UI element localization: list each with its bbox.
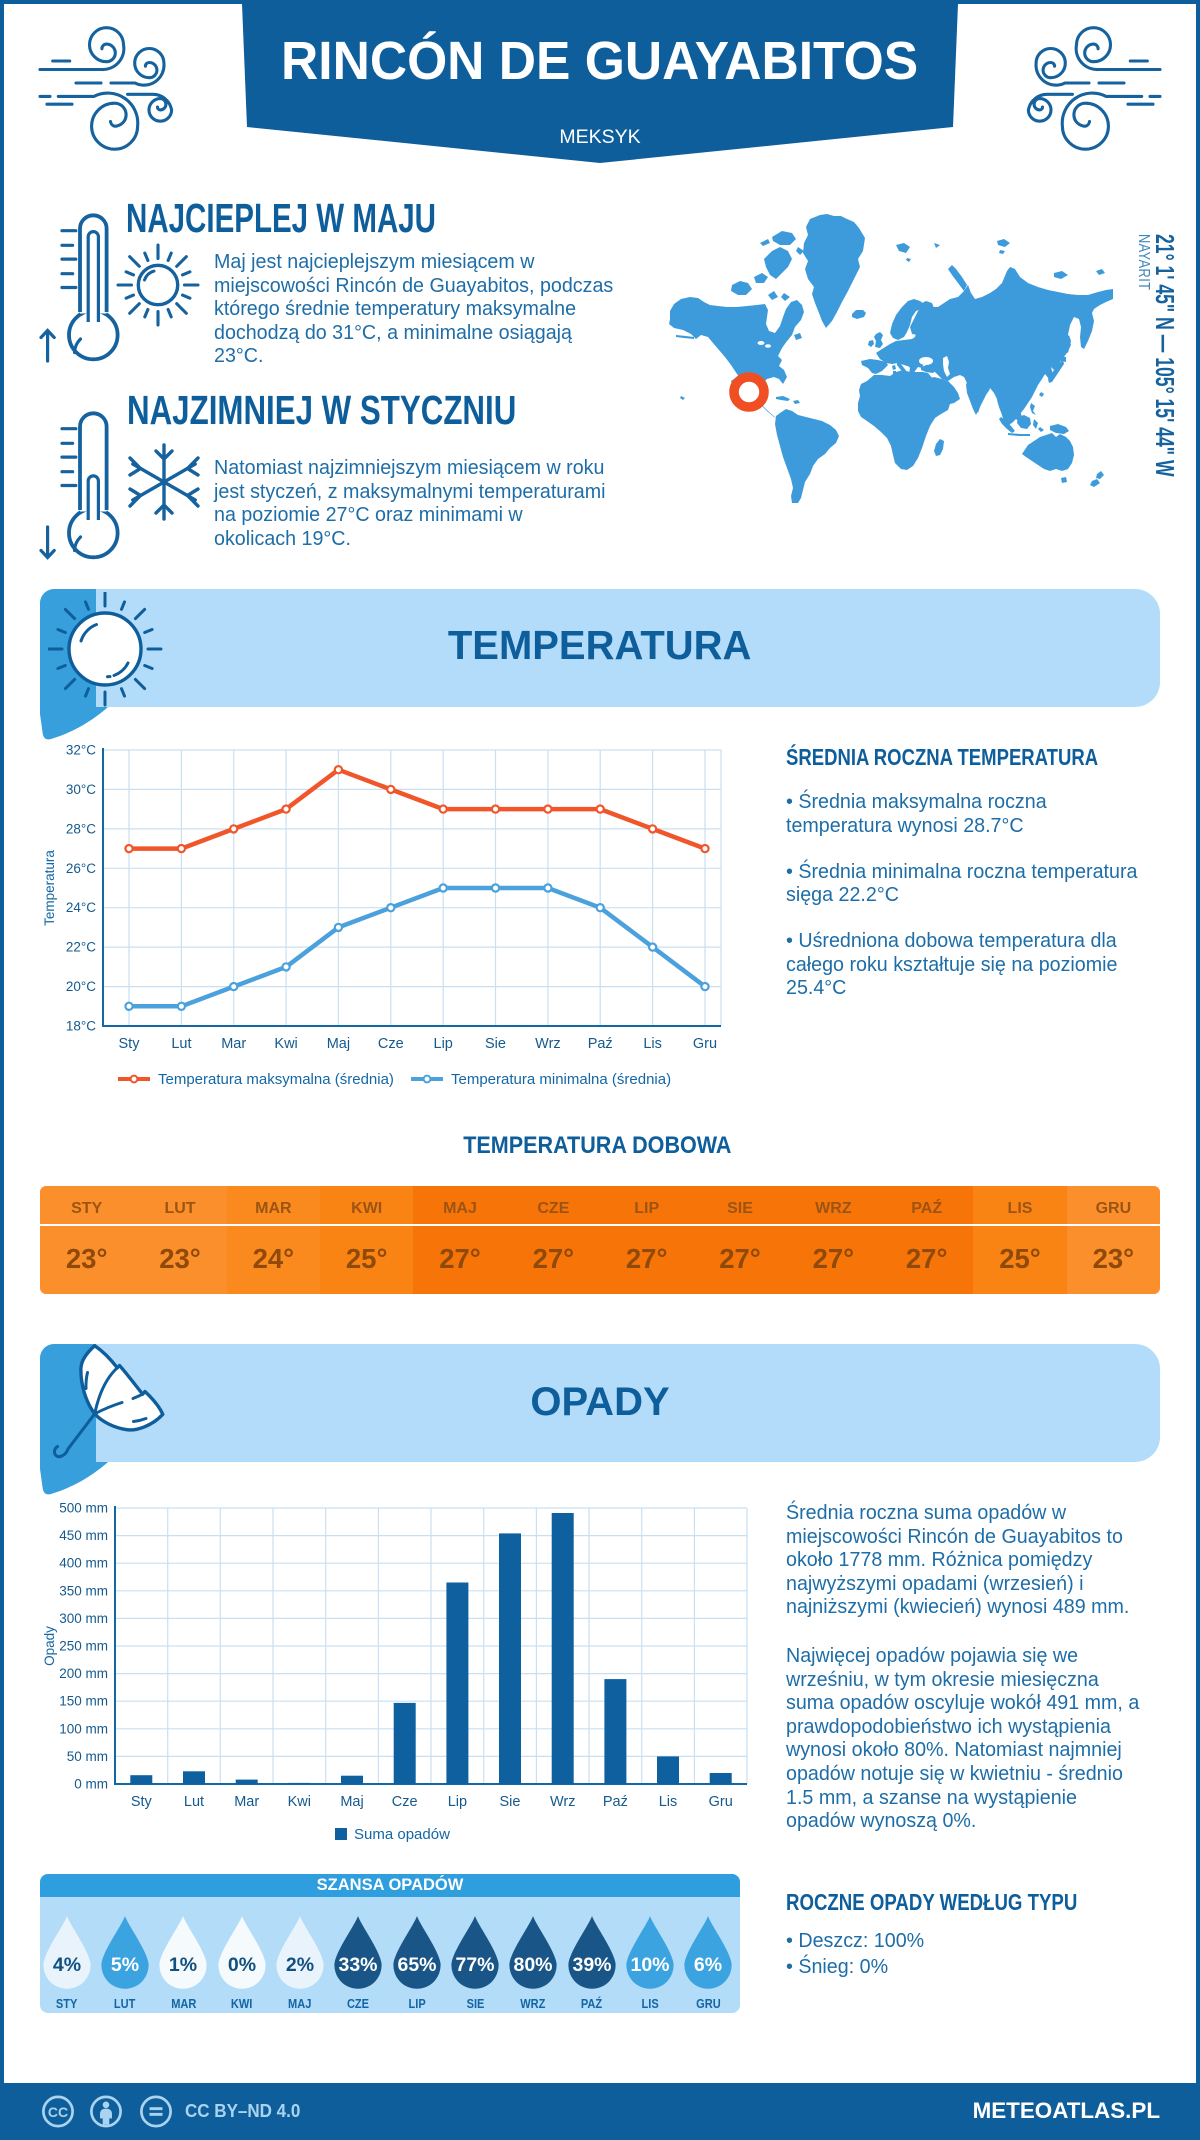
svg-text:Sty: Sty — [119, 1036, 141, 1052]
svg-text:Paź: Paź — [603, 1794, 628, 1810]
svg-text:65%: 65% — [397, 1954, 436, 1976]
svg-text:1%: 1% — [169, 1954, 197, 1976]
svg-text:Cze: Cze — [378, 1036, 404, 1052]
svg-text:Gru: Gru — [709, 1794, 733, 1810]
svg-text:Lut: Lut — [171, 1036, 191, 1052]
svg-text:4%: 4% — [53, 1954, 81, 1976]
svg-text:CC: CC — [48, 2104, 68, 2120]
svg-text:18°C: 18°C — [66, 1019, 96, 1034]
svg-text:30°C: 30°C — [66, 782, 96, 797]
svg-text:6%: 6% — [694, 1954, 722, 1976]
svg-text:39%: 39% — [572, 1954, 611, 1976]
svg-text:28°C: 28°C — [66, 821, 96, 836]
svg-text:0%: 0% — [228, 1954, 256, 1976]
svg-text:0 mm: 0 mm — [74, 1777, 108, 1792]
svg-text:Suma opadów: Suma opadów — [354, 1826, 450, 1843]
svg-text:Sie: Sie — [500, 1794, 521, 1810]
svg-text:Kwi: Kwi — [274, 1036, 297, 1052]
svg-text:24°C: 24°C — [66, 900, 96, 915]
svg-text:350 mm: 350 mm — [59, 1583, 108, 1598]
svg-text:Temperatura minimalna (średnia: Temperatura minimalna (średnia) — [451, 1071, 671, 1088]
svg-text:Sty: Sty — [131, 1794, 153, 1810]
svg-text:77%: 77% — [455, 1954, 494, 1976]
svg-text:250 mm: 250 mm — [59, 1639, 108, 1654]
svg-text:Lis: Lis — [643, 1036, 662, 1052]
svg-text:400 mm: 400 mm — [59, 1556, 108, 1571]
svg-text:Lut: Lut — [184, 1794, 204, 1810]
svg-text:Cze: Cze — [392, 1794, 418, 1810]
svg-text:Kwi: Kwi — [288, 1794, 311, 1810]
svg-text:Maj: Maj — [327, 1036, 350, 1052]
svg-text:Paź: Paź — [588, 1036, 613, 1052]
svg-text:300 mm: 300 mm — [59, 1611, 108, 1626]
svg-text:Gru: Gru — [693, 1036, 717, 1052]
svg-text:50 mm: 50 mm — [67, 1749, 108, 1764]
svg-text:80%: 80% — [514, 1954, 553, 1976]
svg-text:Sie: Sie — [485, 1036, 506, 1052]
svg-text:Temperatura: Temperatura — [42, 850, 57, 926]
svg-text:Lip: Lip — [434, 1036, 453, 1052]
svg-text:Temperatura maksymalna (średni: Temperatura maksymalna (średnia) — [158, 1071, 394, 1088]
svg-text:Mar: Mar — [221, 1036, 246, 1052]
svg-text:10%: 10% — [630, 1954, 669, 1976]
svg-text:500 mm: 500 mm — [59, 1501, 108, 1516]
svg-text:Lip: Lip — [448, 1794, 467, 1810]
svg-text:Opady: Opady — [42, 1626, 57, 1666]
svg-text:450 mm: 450 mm — [59, 1528, 108, 1543]
svg-text:Wrz: Wrz — [535, 1036, 561, 1052]
svg-text:5%: 5% — [111, 1954, 139, 1976]
svg-text:33%: 33% — [339, 1954, 378, 1976]
svg-text:20°C: 20°C — [66, 979, 96, 994]
svg-text:32°C: 32°C — [66, 743, 96, 758]
svg-text:Wrz: Wrz — [550, 1794, 576, 1810]
svg-text:200 mm: 200 mm — [59, 1666, 108, 1681]
svg-text:26°C: 26°C — [66, 861, 96, 876]
svg-text:2%: 2% — [286, 1954, 314, 1976]
svg-text:Mar: Mar — [234, 1794, 259, 1810]
svg-text:100 mm: 100 mm — [59, 1721, 108, 1736]
svg-text:22°C: 22°C — [66, 940, 96, 955]
svg-text:Lis: Lis — [659, 1794, 678, 1810]
svg-text:Maj: Maj — [340, 1794, 363, 1810]
svg-text:150 mm: 150 mm — [59, 1694, 108, 1709]
